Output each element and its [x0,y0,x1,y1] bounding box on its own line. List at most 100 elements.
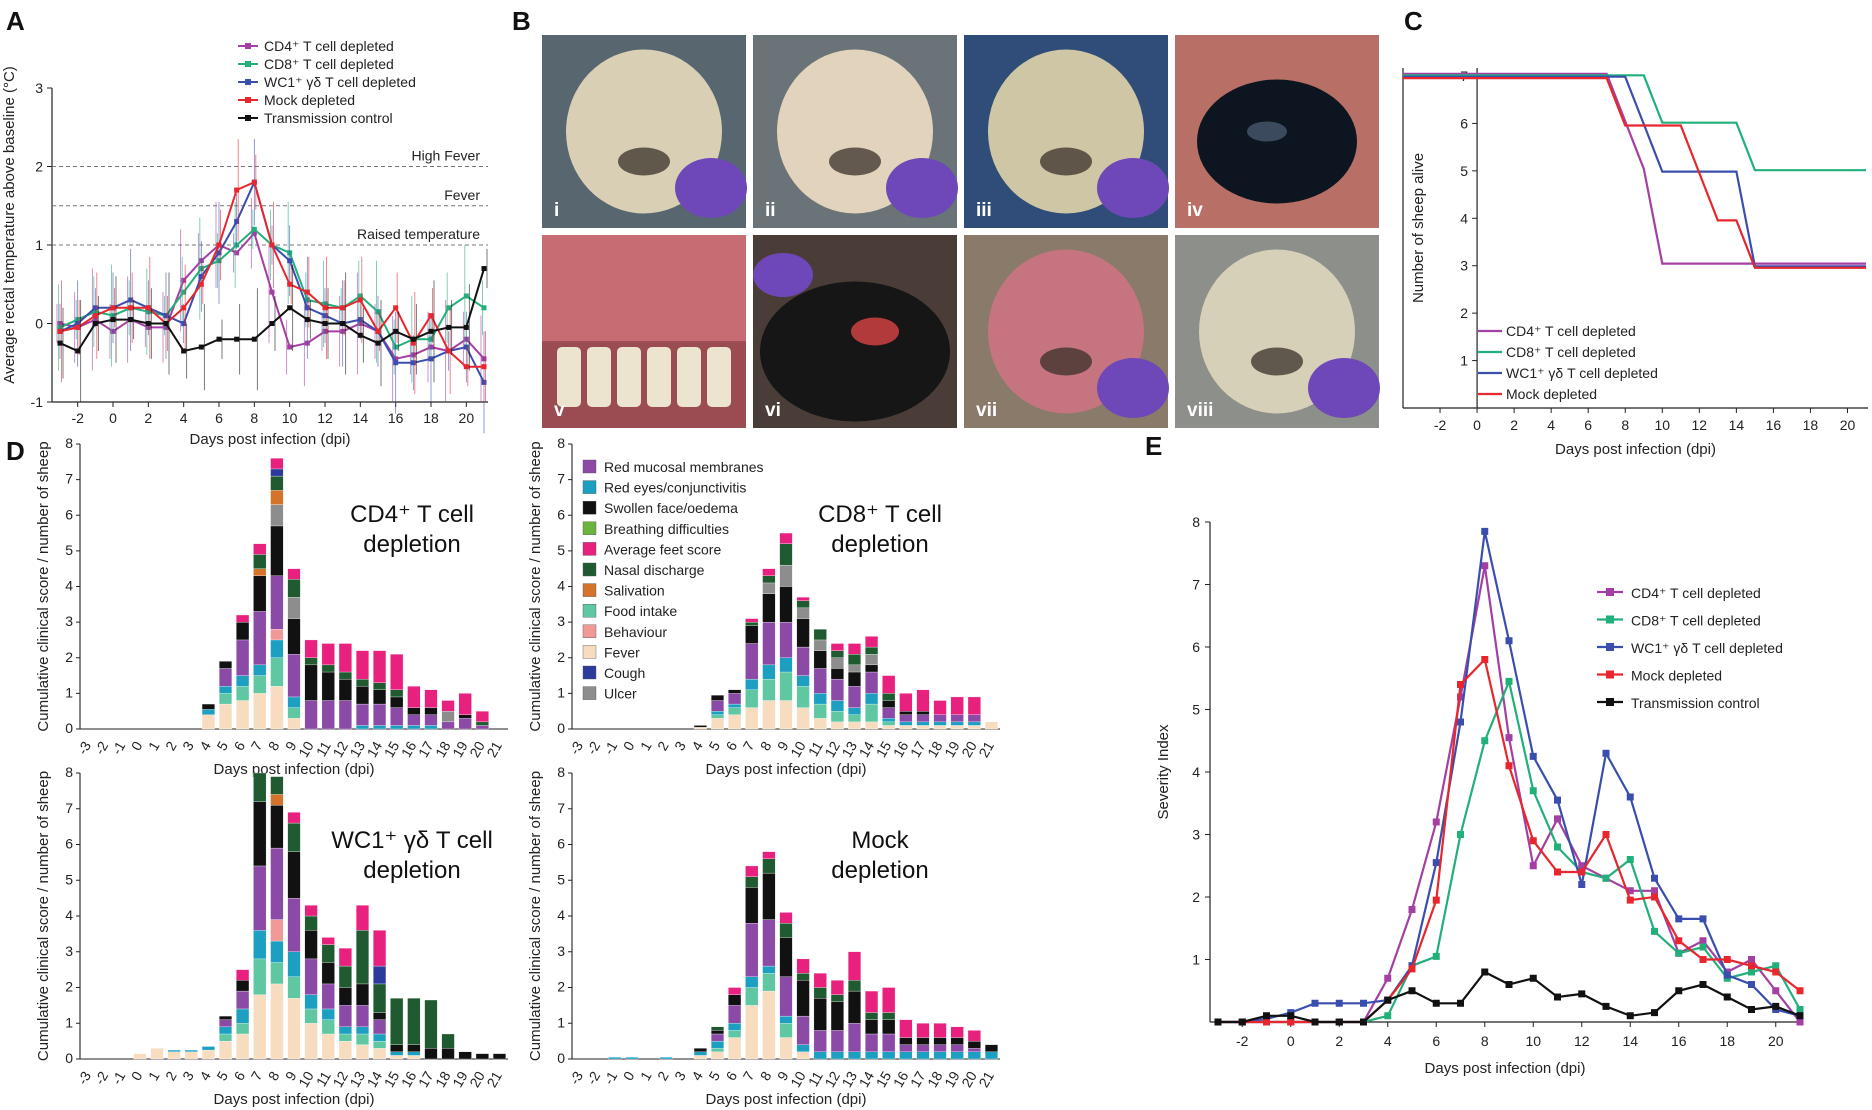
d-x-tick-label: 20 [958,1068,980,1090]
a-x-tick-label: 0 [109,410,117,426]
d-bar-segment [338,1005,352,1027]
c-x-tick-label: 6 [1584,417,1592,433]
d-bar-segment [950,721,964,726]
e-legend-marker [1606,698,1614,706]
a-series-marker [481,266,487,272]
e-series-marker [1723,956,1731,963]
d-legend-label: Red eyes/conjunctivitis [604,480,746,496]
d-bar-segment [287,654,301,698]
e-series-marker [1238,1018,1246,1026]
a-series-marker [128,297,134,303]
c-x-tick-label: 20 [1840,417,1856,433]
e-series-marker [1699,981,1707,988]
a-series-marker [446,305,452,311]
a-series-marker [428,313,434,319]
d-bar-segment [373,1033,387,1042]
d-bar-segment [219,1019,233,1027]
d-bar-segment [219,1033,233,1042]
d-bar-segment [967,725,981,730]
d-bar-segment [287,822,301,852]
d-bar-segment [813,718,827,730]
e-x-tick-label: 6 [1432,1033,1440,1049]
d-x-tick-label: 15 [381,1068,403,1090]
d-bar-segment [304,657,318,666]
a-x-tick-label: 14 [353,410,369,426]
a-legend-label: CD4⁺ T cell depleted [264,38,394,54]
d-y-tick-label: 1 [65,1014,73,1030]
d-bar-segment [865,1012,879,1020]
d-bar-segment [373,983,387,1013]
d-bar-segment [745,976,759,988]
d-legend-label: Breathing difficulties [604,521,729,537]
panel-label-a: A [6,6,25,36]
d-bar-segment [933,1037,947,1045]
d-bar-segment [796,1051,810,1060]
d-y-tick-label: 8 [557,435,565,451]
d-bar-segment [796,958,810,974]
a-y-tick-label: 1 [35,237,43,253]
d-y-tick-label: 3 [557,943,565,959]
a-series-marker [304,317,310,323]
a-series-marker [393,305,399,311]
photo-lesion [851,317,899,346]
d-bar-segment [967,1051,981,1060]
d-y-tick-label: 5 [557,871,565,887]
a-reference-label: High Fever [412,148,481,164]
e-legend-marker [1606,670,1614,679]
a-series-marker [287,305,293,311]
d-y-tick-label: 5 [557,542,565,558]
d-bar-segment [219,686,233,694]
e-series-marker [1602,749,1610,757]
d-bar-segment [693,1048,707,1053]
c-y-tick-label: 4 [1460,210,1468,226]
e-x-tick-label: 2 [1335,1033,1343,1049]
d-y-tick-label: 6 [65,506,73,522]
d-bar-segment [882,675,896,694]
d-bar-segment [882,693,896,701]
d-x-tick-label: 2 [654,738,672,753]
d-bar-segment [865,1033,879,1052]
d-bar-segment [916,1044,930,1052]
d-bar-segment [133,1053,147,1060]
d-bar-segment [253,801,267,867]
d-bar-segment [458,693,472,715]
d-bar-segment [847,1051,861,1060]
e-series-marker [1675,949,1683,957]
d-bar-segment [813,639,827,651]
d-x-tick-label: 10 [787,1068,809,1090]
d-bar-segment [711,1051,725,1060]
a-y-tick-label: 3 [35,80,43,96]
photo-caption: i [554,200,559,221]
d-bar-segment [899,1051,913,1060]
d-bar-segment [950,1051,964,1060]
d-bar-segment [287,579,301,598]
d-x-tick-label: 14 [364,1068,386,1090]
d-bar-segment [373,965,387,985]
d-x-tick-label: 11 [805,738,826,759]
d-bar-segment [882,1051,896,1060]
d-bar-segment [796,618,810,648]
d-bar-segment [355,1005,369,1027]
d-bar-segment [899,711,913,715]
a-legend-marker [245,79,251,85]
d-bar-segment [304,700,318,730]
d-legend-swatch [582,542,597,556]
d-x-tick-label: 19 [449,1068,471,1090]
d-bar-segment [796,646,810,676]
d-bar-segment [338,700,352,730]
d-x-tick-label: 19 [449,738,471,760]
a-series-marker [145,305,151,311]
d-bar-segment [424,689,438,708]
e-y-tick-label: 2 [1192,889,1200,905]
a-series-marker [322,305,328,311]
d-bar-segment [813,693,827,705]
a-series-marker [145,321,151,326]
a-series-marker [357,297,363,303]
d-bar-segment [253,994,267,1060]
d-bar-segment [236,621,250,641]
a-series-marker [110,305,116,311]
d-x-tick-label: 15 [873,738,895,760]
d-bar-segment [390,696,404,708]
